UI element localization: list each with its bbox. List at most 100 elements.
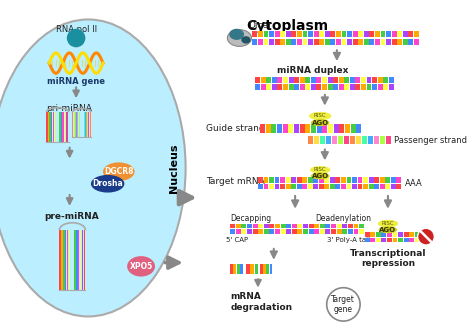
Bar (283, 77, 288, 83)
Text: AGO: AGO (311, 173, 329, 179)
Text: AAA: AAA (405, 179, 422, 188)
Bar (333, 84, 338, 90)
Bar (348, 224, 353, 228)
Bar (336, 177, 340, 183)
Bar (302, 184, 307, 189)
Bar (289, 84, 293, 90)
Text: Transcriptional
repression: Transcriptional repression (350, 249, 426, 268)
Bar (361, 77, 366, 83)
Bar (261, 84, 266, 90)
Bar (269, 224, 274, 228)
Bar (342, 224, 347, 228)
Bar (396, 177, 401, 183)
Bar (289, 77, 293, 83)
Ellipse shape (127, 256, 155, 277)
Bar (331, 229, 336, 234)
Bar (87, 112, 88, 137)
Bar (392, 232, 398, 237)
Bar (330, 177, 335, 183)
Bar (382, 238, 386, 242)
Bar (320, 229, 325, 234)
Bar (326, 136, 331, 144)
Bar (275, 229, 280, 234)
Bar (286, 224, 291, 228)
Bar (317, 124, 321, 133)
Bar (348, 229, 353, 234)
Bar (415, 238, 420, 242)
Bar (313, 177, 318, 183)
Bar (322, 84, 327, 90)
Bar (83, 230, 85, 290)
Bar (61, 230, 63, 290)
Ellipse shape (378, 220, 398, 227)
Bar (260, 124, 265, 133)
Bar (274, 184, 280, 189)
Bar (286, 39, 291, 46)
Bar (294, 84, 299, 90)
Bar (264, 224, 269, 228)
Bar (48, 112, 49, 142)
Bar (237, 265, 239, 274)
Bar (397, 39, 402, 46)
Bar (311, 124, 316, 133)
Bar (336, 30, 341, 38)
Bar (298, 229, 302, 234)
Bar (339, 77, 344, 83)
Bar (281, 224, 285, 228)
Bar (286, 184, 291, 189)
Bar (334, 124, 338, 133)
Bar (344, 77, 349, 83)
Bar (286, 30, 291, 38)
Bar (258, 229, 263, 234)
Text: Dicer: Dicer (248, 21, 272, 30)
Bar (356, 124, 361, 133)
Bar (264, 30, 268, 38)
Bar (283, 84, 288, 90)
Bar (374, 136, 379, 144)
Bar (387, 232, 392, 237)
Bar (414, 30, 419, 38)
Bar (82, 230, 83, 290)
Bar (359, 229, 364, 234)
Bar (230, 265, 233, 274)
Bar (264, 177, 268, 183)
Bar (246, 265, 250, 274)
Bar (258, 177, 263, 183)
Bar (263, 265, 266, 274)
Bar (253, 229, 257, 234)
Bar (350, 84, 355, 90)
Bar (258, 30, 263, 38)
Bar (264, 184, 268, 189)
Bar (59, 230, 61, 290)
Bar (83, 112, 84, 137)
Bar (305, 84, 310, 90)
Bar (369, 177, 374, 183)
Text: Target mRNA: Target mRNA (206, 178, 265, 186)
Bar (236, 224, 241, 228)
Bar (409, 30, 413, 38)
Bar (76, 230, 78, 290)
Bar (366, 77, 372, 83)
Bar (294, 124, 299, 133)
Bar (392, 238, 398, 242)
Bar (383, 84, 388, 90)
Bar (324, 177, 329, 183)
Bar (303, 229, 308, 234)
Bar (356, 136, 361, 144)
Bar (380, 184, 384, 189)
Bar (286, 229, 291, 234)
Bar (344, 84, 349, 90)
Bar (353, 39, 357, 46)
Bar (59, 112, 61, 142)
Bar (350, 136, 355, 144)
Bar (332, 136, 337, 144)
Bar (322, 124, 327, 133)
Bar (330, 30, 335, 38)
Bar (374, 184, 379, 189)
Bar (409, 39, 413, 46)
Text: pri-miRNA: pri-miRNA (46, 104, 92, 113)
Bar (261, 77, 266, 83)
Bar (314, 224, 319, 228)
Bar (288, 124, 293, 133)
Bar (326, 229, 330, 234)
